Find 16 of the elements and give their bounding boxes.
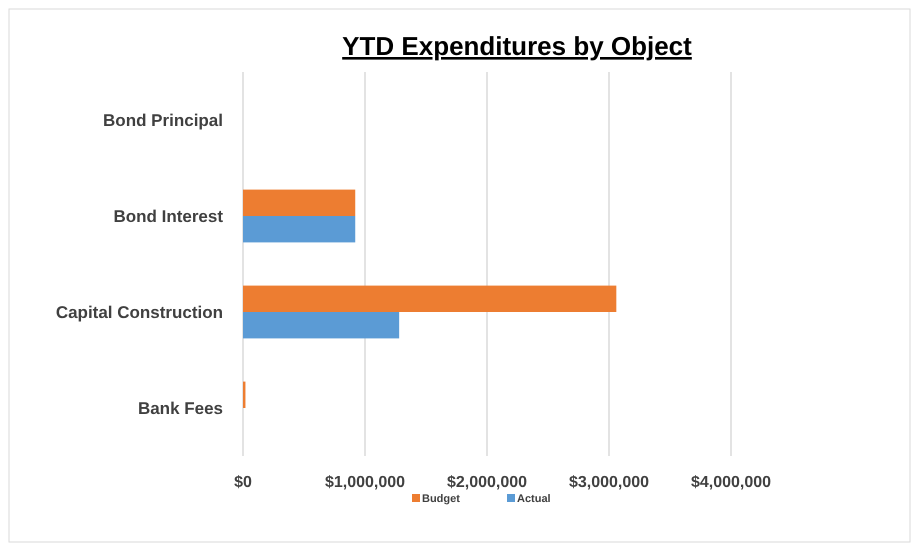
x-tick-label: $4,000,000 — [690, 474, 772, 491]
x-tick-label: $1,000,000 — [324, 474, 406, 491]
legend-label: Budget — [422, 493, 460, 505]
y-tick-label: Bond Interest — [113, 207, 224, 226]
y-tick-label: Bond Principal — [103, 111, 223, 130]
x-tick-label: $0 — [234, 474, 252, 491]
chart-title: YTD Expenditures by Object — [342, 31, 692, 61]
bar — [243, 312, 400, 338]
y-tick-label: Capital Construction — [56, 303, 223, 322]
bar — [243, 216, 356, 242]
y-tick-label: Bank Fees — [138, 399, 223, 418]
bar — [243, 286, 616, 312]
x-tick-label: $3,000,000 — [568, 474, 650, 491]
legend-label: Actual — [517, 493, 551, 505]
x-tick-label: $2,000,000 — [446, 474, 528, 491]
bar — [243, 190, 356, 216]
